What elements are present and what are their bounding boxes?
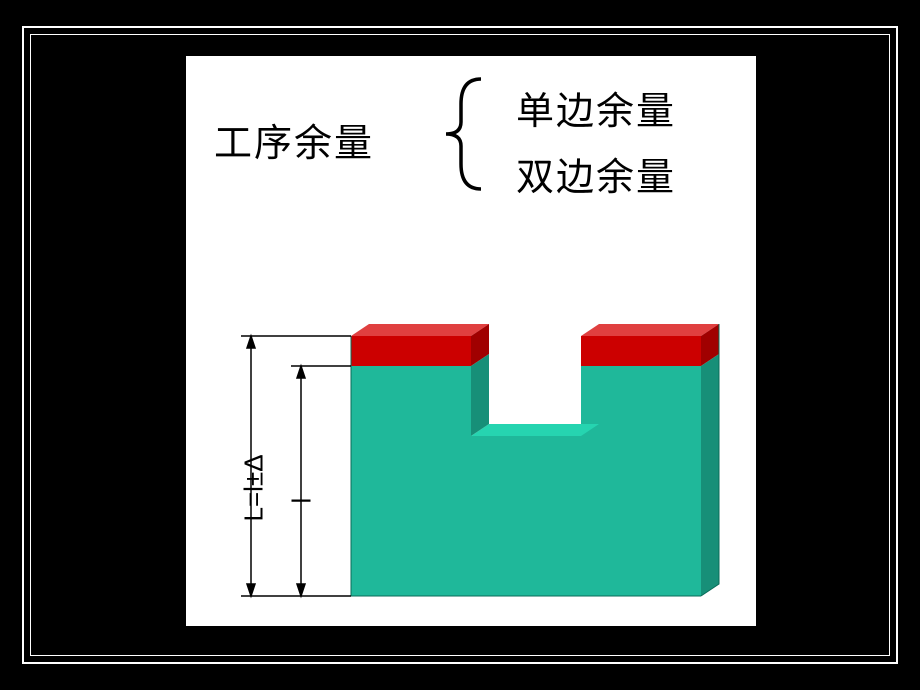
option-1-label: 单边余量 [516, 80, 676, 135]
dim-outer-label: L=l±Δ [239, 422, 270, 522]
main-label: 工序余量 [214, 112, 374, 167]
middle-column [471, 354, 599, 596]
dim-inner-label: l [287, 464, 318, 504]
right-column [581, 324, 719, 596]
option-2-label: 双边余量 [516, 146, 676, 201]
diagram-panel: 工序余量 单边余量 双边余量 [186, 56, 756, 626]
isometric-diagram: l L=l±Δ [196, 256, 746, 616]
left-column [351, 324, 489, 596]
brace-icon [431, 74, 501, 194]
diagram-svg [196, 256, 746, 616]
